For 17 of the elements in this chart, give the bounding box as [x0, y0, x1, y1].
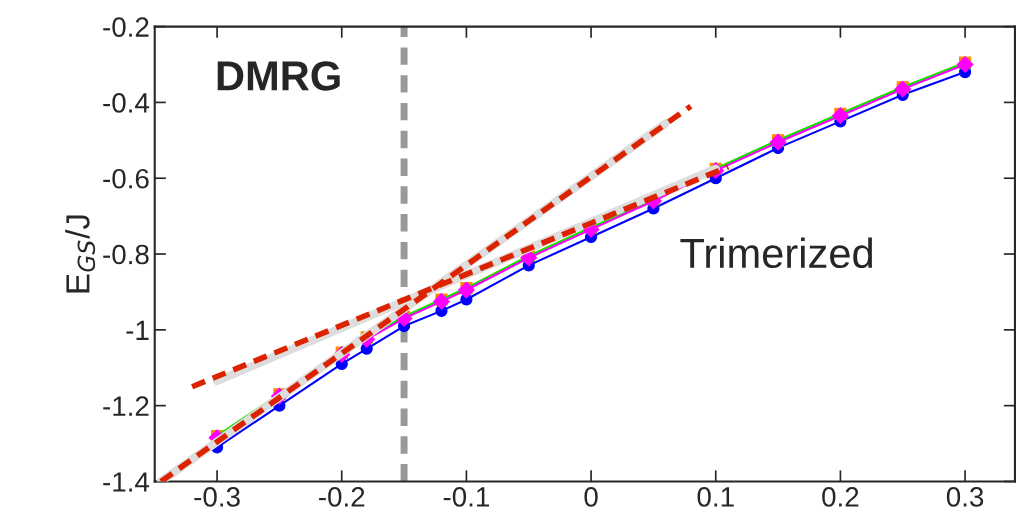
y-axis-title: E$_{GS}$/J: [65, 215, 96, 293]
y-tick-label: -1.4: [103, 472, 150, 492]
y-tick-label: -1.2: [103, 396, 149, 416]
x-tick-label: -0.1: [443, 487, 489, 507]
x-tick-label: 0: [584, 487, 598, 507]
annotation: DMRG: [217, 61, 340, 91]
x-tick-label: 0.2: [822, 487, 859, 507]
y-tick-label: -0.8: [103, 244, 149, 265]
y-tick-label: -0.4: [103, 93, 150, 113]
annotation: Trimerized: [680, 237, 872, 269]
x-tick-label: 0.3: [946, 487, 984, 507]
x-tick-label: -0.2: [319, 487, 365, 507]
x-tick-label: 0.1: [697, 487, 734, 507]
y-tick-label: -1: [126, 320, 149, 340]
y-tick-label: -0.2: [103, 17, 149, 37]
y-tick-label: -0.6: [103, 168, 149, 189]
x-tick-label: -0.3: [194, 487, 240, 507]
